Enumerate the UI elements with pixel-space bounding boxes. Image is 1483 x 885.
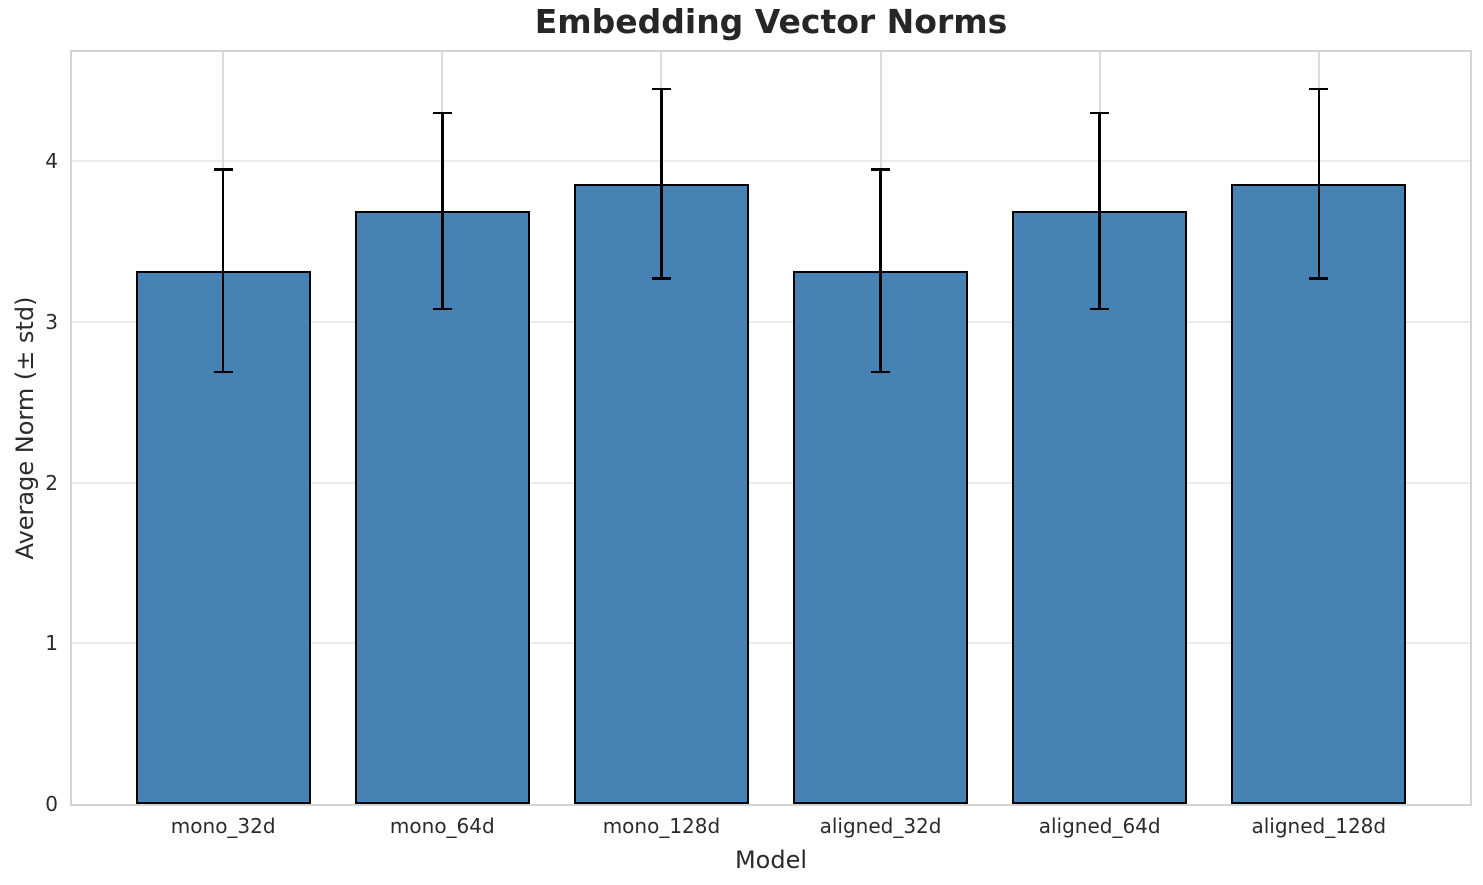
error-bar-cap-bottom bbox=[1090, 307, 1110, 311]
error-bar-cap-top bbox=[1309, 87, 1329, 91]
error-bar-stem bbox=[1098, 113, 1101, 310]
error-bar-cap-bottom bbox=[651, 277, 671, 280]
error-bar-cap-top bbox=[651, 87, 671, 91]
y-tick-label: 2 bbox=[45, 470, 58, 495]
bar bbox=[1231, 183, 1407, 804]
y-tick-label: 1 bbox=[45, 631, 58, 656]
error-bar-cap-top bbox=[432, 111, 452, 115]
chart-title: Embedding Vector Norms bbox=[534, 2, 1008, 41]
error-bar-stem bbox=[879, 169, 882, 372]
bar bbox=[792, 270, 969, 804]
h-gridline bbox=[72, 320, 1470, 323]
y-axis-label: Average Norm (± std) bbox=[11, 296, 39, 560]
x-tick-label: aligned_128d bbox=[1251, 814, 1387, 838]
x-tick-label: mono_32d bbox=[170, 814, 276, 838]
error-bar-stem bbox=[660, 88, 663, 279]
y-tick-label: 0 bbox=[45, 792, 58, 816]
error-bar-stem bbox=[221, 169, 225, 372]
y-tick-label: 4 bbox=[45, 149, 58, 174]
error-bar-stem bbox=[1317, 88, 1321, 279]
error-bar-cap-top bbox=[1090, 111, 1110, 115]
x-axis-label: Model bbox=[734, 846, 808, 874]
error-bar-cap-bottom bbox=[871, 370, 891, 373]
error-bar-stem bbox=[441, 113, 444, 310]
plot-area bbox=[70, 50, 1472, 806]
error-bar-cap-top bbox=[871, 168, 891, 171]
bar bbox=[573, 183, 750, 804]
error-bar-cap-bottom bbox=[1309, 277, 1329, 280]
error-bar-cap-bottom bbox=[213, 370, 233, 373]
x-tick-label: aligned_64d bbox=[1038, 814, 1161, 838]
x-tick-label: mono_128d bbox=[602, 814, 721, 838]
h-gridline bbox=[72, 481, 1470, 484]
h-gridline bbox=[72, 160, 1470, 163]
error-bar-cap-bottom bbox=[432, 307, 452, 311]
h-gridline bbox=[72, 642, 1470, 645]
error-bar-cap-top bbox=[213, 168, 233, 171]
x-tick-label: mono_64d bbox=[389, 814, 495, 838]
y-tick-label: 3 bbox=[45, 309, 58, 334]
x-tick-label: aligned_32d bbox=[819, 814, 942, 838]
